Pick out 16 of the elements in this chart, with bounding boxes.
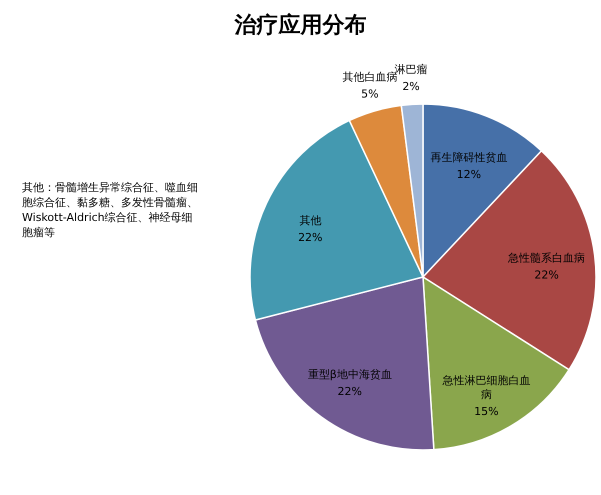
data-label: 22% [338,384,362,398]
text: 其他：骨髓增生异常综合征、噬血细胞综合征、黏多糖、多发性骨髓瘤、Wiskott-Aldrich综合征、神经母细胞瘤等 [22,180,199,240]
slice-label: 重型β地中海贫血 [308,368,392,381]
slice-label: 其他 [299,214,322,227]
data-label: 5% [361,87,379,100]
data-label: 22% [534,268,559,282]
slice-label: 急性髓系白血病 [507,251,586,264]
data-label: 22% [298,230,323,244]
data-label: 12% [456,168,482,182]
chart-title: 治疗应用分布 [233,11,368,40]
slice-label: 急性淋巴细胞白血病 [441,374,530,402]
slice-label: 再生障碍性贫血 [430,151,508,164]
slice-label: 其他白血病 [342,70,398,84]
data-label: 2% [402,80,420,94]
data-label: 15% [474,405,499,418]
slice-label: 淋巴瘤 [394,63,428,76]
